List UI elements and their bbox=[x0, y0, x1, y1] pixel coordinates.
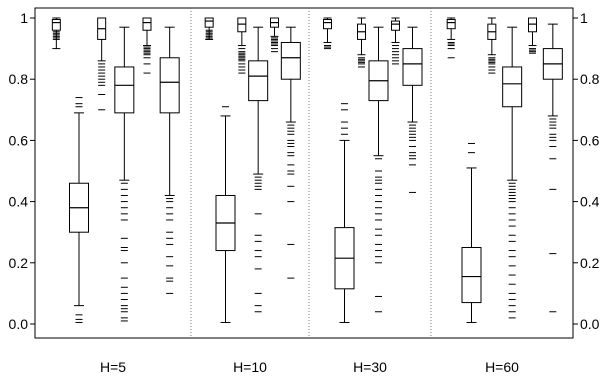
y-tick-label-right: 0.0 bbox=[580, 316, 600, 332]
box-4-2 bbox=[461, 142, 482, 323]
box-iqr bbox=[204, 17, 214, 28]
box-4-1 bbox=[446, 17, 456, 59]
box-2-2 bbox=[215, 106, 236, 323]
group-label-2: H=10 bbox=[233, 359, 267, 375]
box-3-3 bbox=[357, 17, 366, 68]
y-tick-label-right: 1 bbox=[580, 10, 588, 26]
y-tick-label-right: 0.2 bbox=[580, 255, 600, 271]
box-4-4 bbox=[502, 26, 523, 319]
plot-frame bbox=[34, 7, 574, 339]
box-iqr bbox=[323, 19, 332, 30]
box-iqr bbox=[391, 20, 400, 31]
box-iqr bbox=[114, 66, 135, 114]
group-label-4: H=60 bbox=[485, 359, 519, 375]
box-iqr bbox=[51, 19, 61, 31]
box-3-2 bbox=[334, 103, 355, 323]
y-tick-label-left: 0.8 bbox=[9, 71, 29, 87]
box-iqr bbox=[237, 17, 247, 33]
y-tick-label-right: 0.6 bbox=[580, 132, 600, 148]
box-iqr bbox=[280, 41, 301, 80]
box-3-4 bbox=[368, 26, 389, 313]
box-4-6 bbox=[542, 23, 563, 313]
box-iqr bbox=[248, 60, 269, 102]
box-3-6 bbox=[402, 26, 423, 193]
box-iqr bbox=[528, 17, 537, 33]
box-iqr bbox=[142, 17, 152, 31]
box-4-5 bbox=[528, 17, 537, 54]
box-1-5 bbox=[142, 17, 152, 74]
box-2-4 bbox=[248, 26, 269, 313]
box-iqr bbox=[461, 247, 482, 304]
box-3-5 bbox=[391, 17, 400, 65]
box-1-3 bbox=[97, 17, 107, 111]
y-tick-label-left: 0.4 bbox=[9, 194, 29, 210]
box-4-3 bbox=[487, 17, 497, 74]
box-iqr bbox=[446, 19, 456, 30]
box-1-6 bbox=[159, 26, 180, 294]
y-tick-label-right: 0.4 bbox=[580, 194, 600, 210]
group-label-1: H=5 bbox=[100, 359, 126, 375]
box-3-1 bbox=[323, 17, 332, 50]
box-2-3 bbox=[237, 17, 247, 74]
box-2-5 bbox=[270, 17, 279, 53]
y-tick-label-left: 0.2 bbox=[9, 255, 29, 271]
y-tick-label-left: 0.6 bbox=[9, 132, 29, 148]
box-1-4 bbox=[114, 26, 135, 322]
box-2-6 bbox=[280, 26, 301, 279]
box-1-2 bbox=[69, 97, 89, 323]
box-2-1 bbox=[204, 17, 214, 40]
box-1-1 bbox=[51, 17, 61, 50]
box-iqr bbox=[159, 57, 180, 114]
y-tick-label-right: 0.8 bbox=[580, 71, 600, 87]
y-tick-label-left: 1 bbox=[20, 10, 28, 26]
group-label-3: H=30 bbox=[353, 359, 387, 375]
box-iqr bbox=[502, 66, 523, 108]
y-tick-label-left: 0.0 bbox=[9, 316, 29, 332]
box-iqr bbox=[402, 48, 423, 86]
